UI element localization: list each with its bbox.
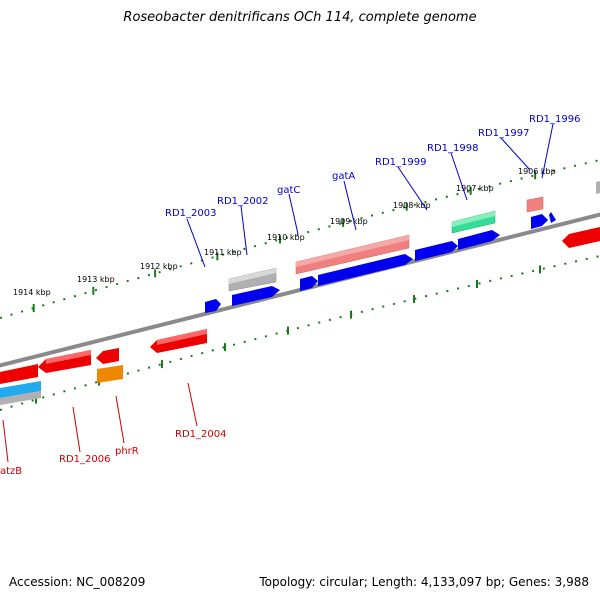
scale-label: 1911 kbp [204,248,242,257]
gene-label-rd1-2006[interactable]: RD1_2006 [59,454,110,465]
gene-label-gata[interactable]: gatA [332,171,355,182]
reverse-strand-features [0,227,600,405]
gene-feature[interactable] [0,381,41,398]
gene-label-phrr[interactable]: phrR [115,446,139,457]
gene-feature[interactable] [232,286,280,306]
gene-label-rd1-2002[interactable]: RD1_2002 [217,196,268,207]
gene-feature-highlight [296,235,409,267]
major-ticks [32,171,537,313]
gene-label-rd1-2004[interactable]: RD1_2004 [175,429,226,440]
gene-feature-highlight [46,350,91,364]
gene-feature[interactable] [97,365,123,383]
gene-label-atzb[interactable]: atzB [0,466,22,477]
forward-strand-features [205,181,600,313]
scale-label: 1913 kbp [77,275,115,284]
scale-label: 1914 kbp [13,288,51,297]
scale-label: 1908 kbp [393,201,431,210]
gene-feature[interactable] [562,227,600,248]
map-title: Roseobacter denitrificans OCh 114, compl… [123,10,477,25]
reverse-leader-lines [2,382,198,463]
scale-label: 1912 kbp [140,262,178,271]
accession-text: Accession: NC_008209 [9,575,146,589]
gene-feature[interactable] [96,348,119,364]
gene-label-gatc[interactable]: gatC [277,185,300,196]
minor-ticks [35,265,541,404]
gene-feature[interactable] [531,214,548,229]
gene-label-rd1-2003[interactable]: RD1_2003 [165,208,216,219]
gene-label-rd1-1998[interactable]: RD1_1998 [427,143,478,154]
gene-feature[interactable] [0,391,41,405]
gene-feature[interactable] [549,212,556,223]
genome-summary-text: Topology: circular; Length: 4,133,097 bp… [259,575,589,589]
gene-feature[interactable] [205,299,221,313]
gene-feature[interactable] [318,254,413,286]
gene-feature-highlight [229,268,276,284]
scale-label: 1910 kbp [267,233,305,242]
gene-feature[interactable] [0,364,38,384]
gene-feature[interactable] [458,230,500,250]
forward-leader-lines [186,123,554,268]
gene-feature-highlight [452,211,495,227]
gene-label-rd1-1999[interactable]: RD1_1999 [375,157,426,168]
gene-label-rd1-1996[interactable]: RD1_1996 [529,114,580,125]
scale-label: 1906 kbp [518,167,556,176]
scale-label: 1909 kbp [330,217,368,226]
reverse-gene-labels: atzB RD1_2006 phrR RD1_2004 [0,429,226,477]
gene-feature[interactable] [300,276,318,291]
gene-feature[interactable] [415,241,458,261]
forward-gene-labels: RD1_2003 RD1_2002 gatC gatA RD1_1999 RD1… [165,114,580,219]
gene-feature-highlight [157,329,207,345]
gene-feature[interactable] [596,181,600,194]
gene-feature[interactable] [526,196,544,213]
scale-label: 1907 kbp [456,184,494,193]
gene-label-rd1-1997[interactable]: RD1_1997 [478,128,529,139]
